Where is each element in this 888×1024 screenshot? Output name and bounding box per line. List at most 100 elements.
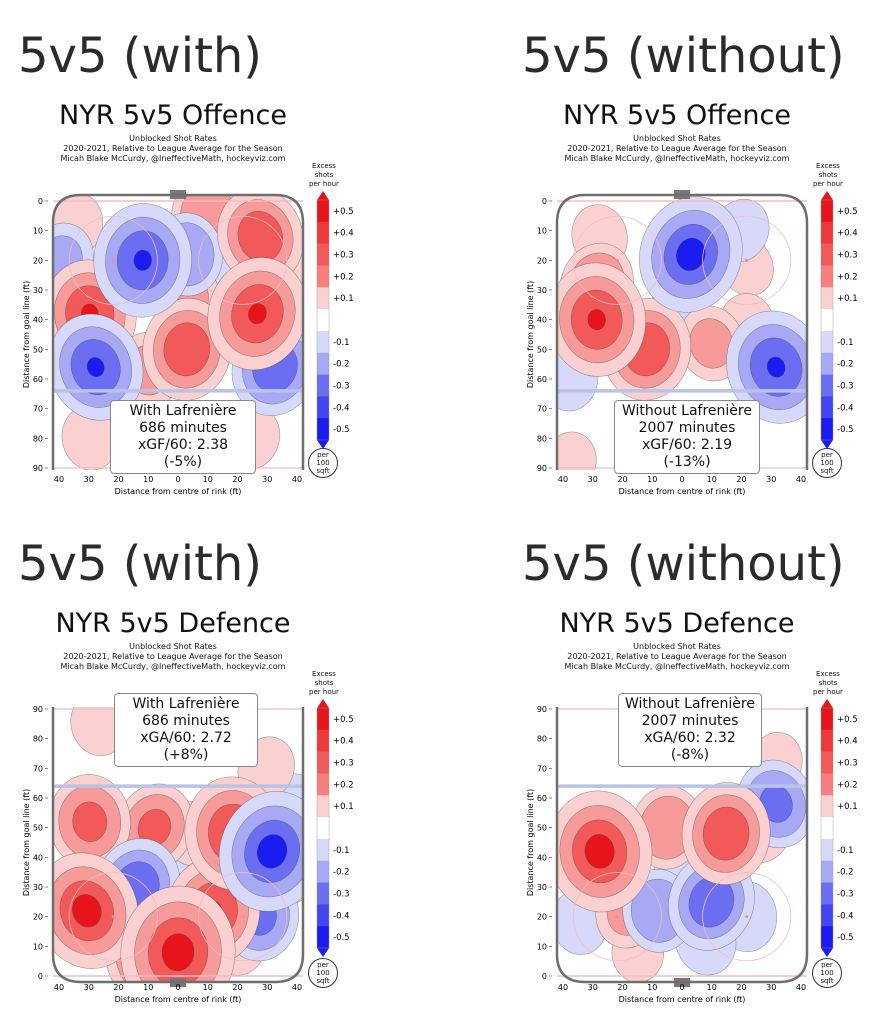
colorbar-tick-label: -0.4 [837, 911, 854, 921]
colorbar-segment [821, 838, 833, 862]
info-box-line: xGA/60: 2.72 (+8%) [140, 730, 232, 763]
unit-badge: per 100 sqft [308, 958, 338, 988]
y-tick-label: 80 [537, 735, 547, 744]
colorbar-segment [317, 418, 329, 441]
section-title-defence-with: 5v5 (with) [18, 536, 263, 592]
colorbar-segment [317, 817, 329, 840]
y-tick-label: 60 [33, 375, 43, 384]
colorbar-segment [317, 860, 329, 884]
x-tick-label: 10 [143, 983, 153, 992]
colorbar-title-line: per hour [309, 180, 339, 188]
colorbar-tick-label: -0.5 [837, 933, 854, 943]
colorbar-tick-label: +0.5 [333, 715, 354, 725]
info-box-line: With Lafrenière [132, 696, 240, 712]
y-tick-label: 90 [537, 464, 547, 473]
x-tick-label: 0 [175, 983, 180, 992]
y-tick-label: 20 [537, 256, 547, 265]
heatmap-contour [248, 303, 267, 325]
x-tick-label: 40 [292, 983, 302, 992]
heatmap-contours [557, 196, 807, 470]
chart-subtitle: Micah Blake McCurdy, @IneffectiveMath, h… [60, 154, 286, 163]
colorbar-title-line: Excess [816, 670, 840, 678]
colorbar-segment [821, 396, 833, 419]
chart-subtitle: Unblocked Shot Rates [129, 642, 217, 651]
x-axis-label: Distance from centre of rink (ft) [115, 995, 242, 1004]
colorbar-segment [317, 926, 329, 949]
colorbar-segment [821, 352, 833, 376]
rink-boards [555, 707, 809, 984]
colorbar-segment [821, 243, 833, 266]
y-tick-label: 10 [537, 227, 547, 236]
unit-line: 100 [316, 459, 330, 467]
colorbar-segment [821, 374, 833, 397]
y-tick-label: 30 [537, 286, 547, 295]
colorbar-tick-label: -0.2 [333, 360, 350, 370]
chart-subtitle: Micah Blake McCurdy, @IneffectiveMath, h… [564, 662, 790, 671]
faceoff-circle [198, 215, 288, 305]
heatmap-contour [584, 834, 615, 869]
colorbar-segment [317, 729, 329, 753]
chart-subtitle: Unblocked Shot Rates [633, 642, 721, 651]
colorbar-frame [316, 199, 330, 441]
y-tick-label: 90 [33, 705, 43, 714]
colorbar-tick-label: +0.2 [333, 272, 354, 282]
y-tick-label: 0 [542, 197, 547, 206]
x-tick-label: 30 [262, 983, 272, 992]
colorbar-frame [316, 707, 330, 949]
heatmap-contour [257, 834, 288, 869]
y-tick-label: 50 [537, 824, 547, 833]
colorbar-tick-label: -0.3 [333, 889, 350, 899]
unit-line: per [821, 451, 833, 459]
unit-line: per [821, 961, 833, 969]
y-tick-label: 50 [33, 345, 43, 354]
colorbar-segment [821, 926, 833, 949]
colorbar-tick-label: +0.2 [837, 780, 858, 790]
unit-line: 100 [316, 969, 330, 977]
y-tick-label: 80 [537, 434, 547, 443]
colorbar-arrow-top [821, 191, 833, 200]
colorbar-segment [821, 221, 833, 245]
colorbar-segment [317, 882, 329, 905]
x-tick-label: 30 [588, 983, 598, 992]
colorbar-segment [317, 221, 329, 245]
info-box: With Lafrenière 686 minutes xGA/60: 2.72 (… [114, 693, 258, 767]
chart-subtitle: 2020-2021, Relative to League Average fo… [567, 652, 787, 661]
chart-panel-offence-with: NYR 5v5 Offence Unblocked Shot Rates 2020-… [8, 100, 408, 510]
faceoff-dot [111, 915, 115, 919]
y-tick-label: 60 [33, 794, 43, 803]
colorbar-segment [317, 708, 329, 731]
section-title-offence-with: 5v5 (with) [18, 28, 263, 84]
faceoff-circle [68, 872, 158, 962]
x-tick-label: 20 [232, 983, 242, 992]
unit-text: per 100 sqft [316, 451, 329, 475]
faceoff-dot [615, 915, 619, 919]
info-box-line: 686 minutes [139, 420, 227, 436]
colorbar-segment [317, 751, 329, 774]
faceoff-circle [702, 872, 792, 962]
colorbar-segment [317, 200, 329, 223]
unit-line: per [317, 451, 329, 459]
y-tick-label: 70 [33, 764, 43, 773]
colorbar-tick-label: -0.5 [333, 933, 350, 943]
faceoff-circle [68, 215, 158, 305]
faceoff-circle [702, 215, 792, 305]
x-tick-label: 10 [707, 475, 717, 484]
colorbar-tick-label: -0.2 [837, 868, 854, 878]
x-tick-label: 40 [796, 475, 806, 484]
faceoff-dot [745, 915, 749, 919]
rink-boards [51, 707, 305, 984]
y-axis-label: Distance from goal line (ft) [526, 281, 535, 388]
heatmap-contour [72, 894, 102, 928]
info-box-line: 686 minutes [142, 713, 230, 729]
y-tick-label: 0 [542, 972, 547, 981]
info-box-line: 2007 minutes [638, 420, 736, 436]
colorbar-segment [821, 200, 833, 223]
colorbar-tick-label: +0.5 [837, 715, 858, 725]
colorbar-title: Excess shots per hour [294, 162, 354, 189]
x-axis-label: Distance from centre of rink (ft) [115, 487, 242, 496]
x-tick-label: 10 [707, 983, 717, 992]
colorbar-segment [317, 352, 329, 376]
heatmap-contour [587, 309, 606, 331]
x-axis-label: Distance from centre of rink (ft) [619, 995, 746, 1004]
colorbar-tick-label: +0.3 [333, 251, 354, 261]
